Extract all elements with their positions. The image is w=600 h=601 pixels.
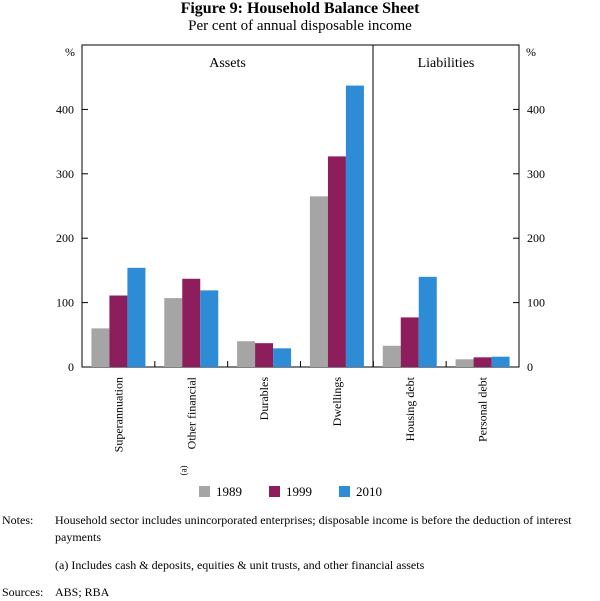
bar — [400, 317, 419, 367]
category-label: Superannuation — [111, 377, 125, 452]
bar — [237, 341, 256, 367]
y-tick-label-left: 200 — [56, 231, 74, 245]
y-tick-label-left: 300 — [56, 167, 74, 181]
bar — [182, 278, 201, 367]
bar — [255, 343, 274, 367]
bar — [109, 295, 128, 367]
axis-ticks: 0 0 100 100 200 200 300 300 400 400 — [56, 102, 545, 374]
y-tick-label-right: 400 — [527, 102, 545, 116]
category-label: Durables — [257, 377, 271, 421]
y-tick-label-left: 400 — [56, 102, 74, 116]
category-label: Dwellings — [330, 377, 344, 427]
panel-label-liabilities: Liabilities — [418, 56, 475, 71]
bar — [200, 290, 219, 367]
y-tick-label-right: 100 — [527, 296, 545, 310]
chart-area: % % Assets Liabilities 0 0 100 100 200 200 300… — [56, 44, 545, 499]
bar — [418, 276, 437, 367]
chart-subtitle: Per cent of annual disposable income — [188, 18, 412, 34]
footnote-text: (a) Includes cash & deposits, equities &… — [55, 558, 425, 572]
bar — [327, 156, 346, 367]
notes-text: Household sector includes unincorporated… — [55, 513, 572, 544]
legend-label: 1999 — [286, 484, 312, 499]
y-tick-label-left: 0 — [68, 360, 74, 374]
legend-swatch — [269, 486, 280, 497]
legend-label: 1989 — [216, 484, 242, 499]
legend-swatch — [339, 486, 350, 497]
sources-text: ABS; RBA — [55, 585, 110, 599]
legend: 1989 1999 2010 — [199, 484, 382, 499]
plot-frame — [81, 44, 520, 368]
y-tick-label-left: 100 — [56, 296, 74, 310]
bar — [473, 357, 492, 367]
bar — [382, 345, 401, 367]
chart-title: Figure 9: Household Balance Sheet — [180, 0, 420, 17]
bar — [309, 196, 328, 367]
bar — [127, 267, 146, 367]
bar — [345, 85, 364, 368]
category-label: Personal debt — [476, 376, 490, 442]
category-label: Housing debt — [403, 376, 417, 441]
panel-label-assets: Assets — [209, 56, 246, 71]
y-tick-label-right: 0 — [527, 360, 533, 374]
bar — [91, 328, 110, 367]
legend-label: 2010 — [356, 484, 382, 499]
legend-swatch — [199, 486, 210, 497]
bar — [164, 298, 183, 367]
bars — [91, 85, 510, 368]
bar — [491, 356, 510, 367]
category-label: Other financial — [184, 376, 198, 449]
y-axis-unit-left: % — [65, 45, 75, 59]
notes-label: Notes: — [2, 513, 34, 527]
sources-label: Sources: — [2, 585, 44, 599]
category-label-superscript: (a) — [178, 466, 188, 476]
bar — [273, 348, 292, 367]
y-tick-label-right: 200 — [527, 231, 545, 245]
y-tick-label-right: 300 — [527, 167, 545, 181]
bar — [455, 359, 474, 367]
category-labels: Superannuation Other financial (a) Durables… — [111, 361, 490, 476]
y-axis-unit-right: % — [526, 45, 536, 59]
